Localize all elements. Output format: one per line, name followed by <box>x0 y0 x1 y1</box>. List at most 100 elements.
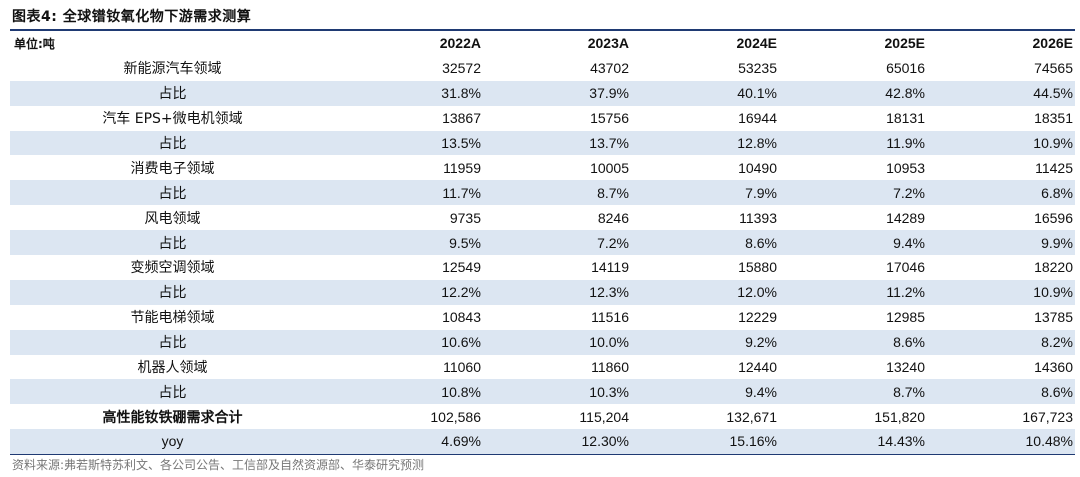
cell-value: 12549 <box>442 259 481 276</box>
cell-value: 7.9% <box>631 180 779 206</box>
cell-value: 12.3% <box>483 279 631 305</box>
cell-value: 13785 <box>1034 309 1073 326</box>
cell-value: 8.6% <box>927 379 1075 405</box>
cell-value: 40.1% <box>631 80 779 106</box>
cell-value: 7.2% <box>779 180 927 206</box>
cell-value: 8.7% <box>483 180 631 206</box>
cell-value: 4.69% <box>335 429 483 455</box>
cell-value: 15880 <box>738 259 777 276</box>
cell-value: 11425 <box>1035 159 1073 176</box>
cell-value: 7.2% <box>483 230 631 256</box>
cell-value: 15756 <box>590 110 629 127</box>
cell-value: 11060 <box>443 359 481 376</box>
row-label: 高性能钕铁硼需求合计 <box>102 409 243 426</box>
cell-value: 9735 <box>449 209 481 226</box>
cell-value: 10.3% <box>483 379 631 405</box>
cell-value: 10005 <box>590 159 629 176</box>
cell-value: 12229 <box>738 309 777 326</box>
row-label: 节能电梯领域 <box>130 310 215 327</box>
cell-value: 13240 <box>886 359 925 376</box>
cell-value: 13.5% <box>335 130 483 156</box>
cell-value: 12440 <box>738 359 777 376</box>
figure-title: 图表4: 全球镨钕氧化物下游需求测算 <box>12 9 252 25</box>
table-row: 占比 10.6% 10.0% 9.2% 8.6% 8.2% <box>10 329 1075 355</box>
cell-value: 16596 <box>1034 209 1073 226</box>
cell-value: 8.2% <box>927 329 1075 355</box>
cell-value: 18351 <box>1034 110 1073 127</box>
cell-value: 11860 <box>591 359 629 376</box>
header-row: 单位:吨 2022A 2023A 2024E 2025E 2026E <box>10 31 1075 56</box>
row-label: 占比 <box>10 130 335 156</box>
cell-value: 10843 <box>442 309 481 326</box>
table-row: 占比 12.2% 12.3% 12.0% 11.2% 10.9% <box>10 279 1075 305</box>
cell-value: 53235 <box>738 60 777 77</box>
row-label: yoy <box>10 429 335 455</box>
cell-value: 115,204 <box>579 408 629 425</box>
table-row: 高性能钕铁硼需求合计 102,586 115,204 132,671 151,820 16… <box>10 404 1075 429</box>
row-label: 机器人领域 <box>137 360 208 377</box>
cell-value: 12.2% <box>335 279 483 305</box>
table-row: 汽车 EPS+微电机领域 13867 15756 16944 18131 18351 <box>10 106 1075 131</box>
cell-value: 17046 <box>886 259 925 276</box>
cell-value: 10953 <box>886 159 925 176</box>
cell-value: 9.9% <box>927 230 1075 256</box>
cell-value: 18131 <box>886 110 925 127</box>
table-row: 占比 9.5% 7.2% 8.6% 9.4% 9.9% <box>10 230 1075 256</box>
cell-value: 9.2% <box>631 329 779 355</box>
title-rule <box>10 29 1075 31</box>
cell-value: 32572 <box>442 60 481 77</box>
cell-value: 8.7% <box>779 379 927 405</box>
cell-value: 13.7% <box>483 130 631 156</box>
cell-value: 11393 <box>739 209 777 226</box>
table-row: 变频空调领域 12549 14119 15880 17046 18220 <box>10 255 1075 280</box>
cell-value: 14289 <box>886 209 925 226</box>
cell-value: 12.30% <box>483 429 631 455</box>
cell-value: 102,586 <box>430 408 481 425</box>
cell-value: 18220 <box>1034 259 1073 276</box>
column-header: 2026E <box>1032 35 1073 52</box>
cell-value: 14360 <box>1034 359 1073 376</box>
table-row: 新能源汽车领域 32572 43702 53235 65016 74565 <box>10 56 1075 81</box>
cell-value: 9.4% <box>631 379 779 405</box>
cell-value: 44.5% <box>927 80 1075 106</box>
cell-value: 43702 <box>590 60 629 77</box>
cell-value: 37.9% <box>483 80 631 106</box>
cell-value: 151,820 <box>874 408 925 425</box>
table-row: 占比 13.5% 13.7% 12.8% 11.9% 10.9% <box>10 130 1075 156</box>
cell-value: 11.2% <box>779 279 927 305</box>
demand-table: 单位:吨 2022A 2023A 2024E 2025E 2026E 新能源汽车… <box>10 31 1075 455</box>
row-label: 占比 <box>10 80 335 106</box>
cell-value: 10.6% <box>335 329 483 355</box>
table-row: 占比 10.8% 10.3% 9.4% 8.7% 8.6% <box>10 379 1075 405</box>
table-row: 消费电子领域 11959 10005 10490 10953 11425 <box>10 155 1075 180</box>
cell-value: 12985 <box>886 309 925 326</box>
table-row: 机器人领域 11060 11860 12440 13240 14360 <box>10 355 1075 380</box>
cell-value: 74565 <box>1034 60 1073 77</box>
cell-value: 31.8% <box>335 80 483 106</box>
cell-value: 12.0% <box>631 279 779 305</box>
table-row: 占比 11.7% 8.7% 7.9% 7.2% 6.8% <box>10 180 1075 206</box>
row-label: 变频空调领域 <box>130 260 215 277</box>
cell-value: 10.8% <box>335 379 483 405</box>
cell-value: 65016 <box>886 60 925 77</box>
cell-value: 11.9% <box>779 130 927 156</box>
cell-value: 9.4% <box>779 230 927 256</box>
cell-value: 10490 <box>738 159 777 176</box>
unit-label: 单位:吨 <box>14 36 55 51</box>
cell-value: 14119 <box>591 259 629 276</box>
row-label: 消费电子领域 <box>130 160 215 177</box>
cell-value: 12.8% <box>631 130 779 156</box>
row-label: 占比 <box>10 379 335 405</box>
column-header: 2024E <box>736 35 777 52</box>
cell-value: 10.9% <box>927 130 1075 156</box>
cell-value: 8.6% <box>779 329 927 355</box>
row-label: 占比 <box>10 329 335 355</box>
cell-value: 6.8% <box>927 180 1075 206</box>
table-row: 节能电梯领域 10843 11516 12229 12985 13785 <box>10 305 1075 330</box>
row-label: 占比 <box>10 230 335 256</box>
row-label: 占比 <box>10 279 335 305</box>
cell-value: 42.8% <box>779 80 927 106</box>
row-label: 新能源汽车领域 <box>123 61 222 78</box>
cell-value: 14.43% <box>779 429 927 455</box>
